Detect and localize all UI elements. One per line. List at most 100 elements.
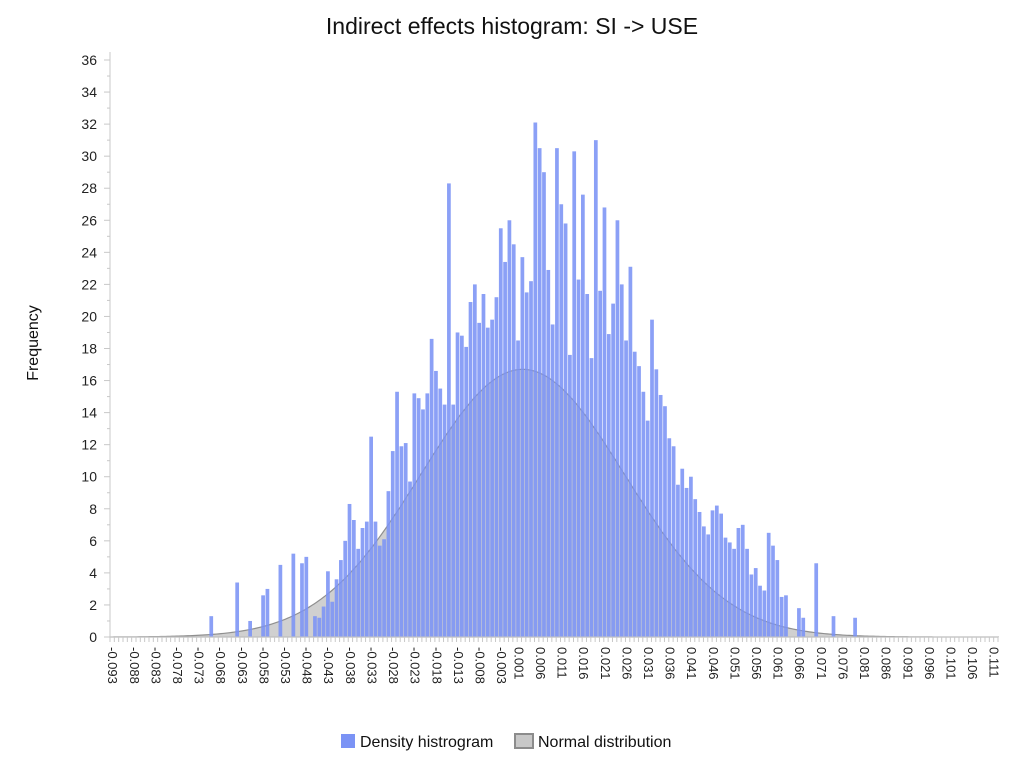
legend-item-density-histogram[interactable]: Density histrogram xyxy=(341,734,493,751)
histogram-bar xyxy=(732,548,736,637)
histogram-bar xyxy=(399,446,404,637)
histogram-bar xyxy=(429,338,434,637)
histogram-bar xyxy=(460,335,464,637)
histogram-bar xyxy=(524,292,529,637)
histogram-bar xyxy=(481,294,486,637)
y-tick-label: 8 xyxy=(89,501,97,517)
histogram-bar xyxy=(581,194,585,637)
histogram-bar xyxy=(533,122,538,637)
histogram-bar xyxy=(291,553,296,637)
histogram-bar xyxy=(637,366,641,637)
histogram-bar xyxy=(278,564,283,638)
y-tick-label: 10 xyxy=(81,469,97,485)
y-tick-label: 16 xyxy=(81,373,97,389)
x-tick-label: 0.021 xyxy=(598,647,613,680)
y-tick-label: 0 xyxy=(89,629,97,645)
histogram-bar xyxy=(537,148,542,637)
x-tick-label: 0.016 xyxy=(576,647,591,680)
histogram-bar xyxy=(784,595,788,637)
histogram-bar xyxy=(408,481,412,637)
histogram-bar xyxy=(689,476,693,637)
x-tick-label: 0.081 xyxy=(857,647,872,680)
x-tick-label: -0.008 xyxy=(472,647,487,684)
histogram-bar xyxy=(775,560,780,637)
x-tick-label: 0.096 xyxy=(922,647,937,680)
histogram-bar xyxy=(516,340,520,637)
histogram-bar xyxy=(386,491,391,637)
histogram-bars-layer xyxy=(209,122,857,638)
y-tick-label: 20 xyxy=(81,308,97,324)
histogram-bar xyxy=(477,322,482,637)
histogram-bar xyxy=(265,588,270,637)
histogram-bar xyxy=(762,590,767,637)
x-tick-label: 0.071 xyxy=(814,647,829,680)
histogram-bar xyxy=(364,521,369,637)
x-tick-label: -0.083 xyxy=(148,647,163,684)
legend-label-normal-distribution: Normal distribution xyxy=(538,734,671,751)
histogram-bar xyxy=(749,574,754,637)
histogram-bar xyxy=(421,409,425,637)
histogram-bar xyxy=(736,528,741,637)
histogram-bar xyxy=(831,616,836,637)
y-tick-label: 24 xyxy=(81,244,97,260)
histogram-bar xyxy=(667,438,672,637)
histogram-bar xyxy=(615,220,620,637)
legend-item-normal-distribution[interactable]: Normal distribution xyxy=(514,733,671,751)
histogram-bar xyxy=(360,528,365,637)
x-tick-label: 0.061 xyxy=(771,647,786,680)
y-tick-label: 2 xyxy=(89,597,97,613)
histogram-bar xyxy=(719,513,723,637)
histogram-bar xyxy=(801,617,806,637)
histogram-bar xyxy=(563,223,568,638)
x-tick-label: 0.106 xyxy=(965,647,980,680)
histogram-bar xyxy=(235,582,240,637)
histogram-bar xyxy=(347,503,352,637)
histogram-bar xyxy=(261,595,265,637)
histogram-bar xyxy=(403,443,408,637)
y-tick-label: 26 xyxy=(81,212,97,228)
histogram-bar xyxy=(472,284,477,637)
histogram-bar xyxy=(520,257,525,637)
x-tick-label: -0.028 xyxy=(386,647,401,684)
histogram-bar xyxy=(451,404,456,637)
x-tick-label: 0.011 xyxy=(555,647,570,679)
histogram-bar xyxy=(412,393,417,637)
x-tick-label: 0.101 xyxy=(943,647,958,680)
histogram-bar xyxy=(753,568,758,637)
y-tick-label: 34 xyxy=(81,84,97,100)
x-tick-label: 0.091 xyxy=(900,647,915,680)
histogram-bar xyxy=(645,420,650,638)
histogram-bar xyxy=(589,358,594,637)
x-tick-label: 0.066 xyxy=(792,647,807,680)
histogram-bar xyxy=(369,436,373,637)
histogram-bar xyxy=(593,140,598,637)
histogram-bar xyxy=(710,510,715,637)
histogram-bar xyxy=(568,354,572,637)
histogram-bar xyxy=(377,545,382,637)
histogram-bar xyxy=(714,505,719,637)
x-tick-label: -0.023 xyxy=(408,647,423,684)
histogram-bar xyxy=(745,548,749,637)
y-tick-label: 30 xyxy=(81,148,97,164)
histogram-bar xyxy=(771,545,775,637)
histogram-bar xyxy=(248,620,252,637)
histogram-bar xyxy=(330,601,335,637)
histogram-bar xyxy=(304,556,309,637)
histogram-bar xyxy=(602,207,607,637)
histogram-bar xyxy=(676,484,680,637)
x-tick-label: -0.073 xyxy=(192,647,207,684)
x-tick-label: -0.063 xyxy=(235,647,250,684)
histogram-bar xyxy=(464,346,469,637)
histogram-bar xyxy=(382,539,386,637)
histogram-bar xyxy=(624,340,628,637)
y-tick-label: 6 xyxy=(89,533,97,549)
histogram-bar xyxy=(326,571,330,637)
y-tick-label: 28 xyxy=(81,180,97,196)
histogram-bar xyxy=(395,391,399,637)
histogram-bar xyxy=(641,391,646,637)
histogram-bar xyxy=(317,617,322,637)
histogram-bar xyxy=(334,579,339,637)
histogram-bar xyxy=(343,540,348,637)
